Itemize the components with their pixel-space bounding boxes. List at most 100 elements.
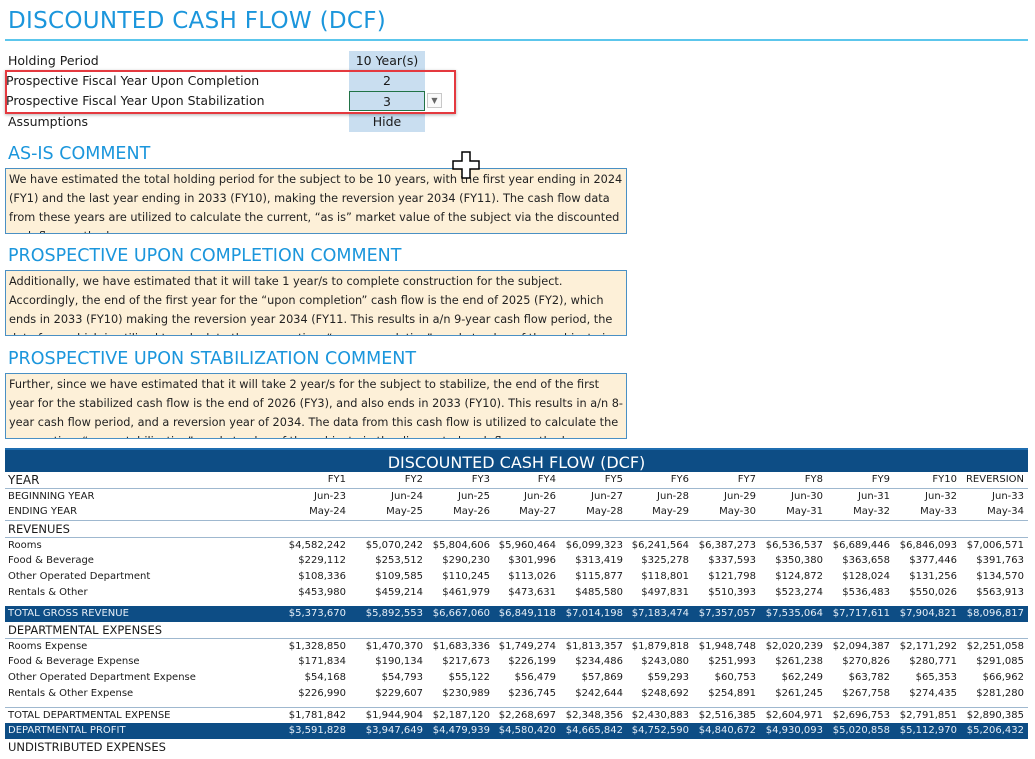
table-cell[interactable]: FY2 — [404, 474, 423, 485]
table-cell[interactable]: $59,293 — [647, 672, 689, 683]
table-cell[interactable]: FY5 — [604, 474, 623, 485]
table-cell[interactable]: $65,353 — [915, 672, 957, 683]
table-cell[interactable]: $113,026 — [508, 571, 556, 582]
table-cell[interactable]: $267,758 — [842, 688, 890, 699]
table-cell[interactable]: $60,753 — [714, 672, 756, 683]
table-cell[interactable]: $253,512 — [375, 555, 423, 566]
table-cell[interactable]: FY3 — [471, 474, 490, 485]
table-cell[interactable]: $4,665,842 — [565, 725, 623, 736]
table-cell[interactable]: $109,585 — [375, 571, 423, 582]
table-cell[interactable]: $1,944,904 — [365, 710, 423, 721]
table-cell[interactable]: $8,096,817 — [966, 608, 1024, 619]
table-cell[interactable]: $461,979 — [442, 587, 490, 598]
table-cell[interactable]: $115,877 — [575, 571, 623, 582]
table-cell[interactable]: $337,593 — [708, 555, 756, 566]
table-cell[interactable]: FY6 — [670, 474, 689, 485]
table-cell[interactable]: $2,516,385 — [698, 710, 756, 721]
table-cell[interactable]: $118,801 — [641, 571, 689, 582]
table-cell[interactable]: $62,249 — [781, 672, 823, 683]
table-cell[interactable]: $6,536,537 — [765, 540, 823, 551]
table-cell[interactable]: Jun-25 — [458, 491, 490, 502]
table-cell[interactable]: $217,673 — [442, 656, 490, 667]
table-cell[interactable]: $226,199 — [508, 656, 556, 667]
table-cell[interactable]: $4,479,939 — [432, 725, 490, 736]
table-cell[interactable]: FY1 — [327, 474, 346, 485]
table-cell[interactable]: $2,348,356 — [565, 710, 623, 721]
table-cell[interactable]: $497,831 — [641, 587, 689, 598]
table-cell[interactable]: $108,336 — [298, 571, 346, 582]
table-cell[interactable]: $2,187,120 — [432, 710, 490, 721]
table-cell[interactable]: $5,960,464 — [498, 540, 556, 551]
table-cell[interactable]: Jun-31 — [858, 491, 890, 502]
table-cell[interactable]: $243,080 — [641, 656, 689, 667]
table-cell[interactable]: $2,791,851 — [899, 710, 957, 721]
table-cell[interactable]: $7,904,821 — [899, 608, 957, 619]
table-cell[interactable]: $128,024 — [842, 571, 890, 582]
table-cell[interactable]: May-29 — [652, 506, 689, 517]
table-cell[interactable]: Jun-23 — [314, 491, 346, 502]
table-cell[interactable]: $110,245 — [442, 571, 490, 582]
table-cell[interactable]: $2,020,239 — [765, 641, 823, 652]
table-cell[interactable]: $5,804,606 — [432, 540, 490, 551]
table-cell[interactable]: $7,717,611 — [832, 608, 890, 619]
table-cell[interactable]: May-24 — [309, 506, 346, 517]
holding-period-cell[interactable]: 10 Year(s) — [349, 51, 425, 71]
table-cell[interactable]: $290,230 — [442, 555, 490, 566]
table-cell[interactable]: $54,793 — [381, 672, 423, 683]
table-cell[interactable]: Jun-27 — [591, 491, 623, 502]
table-cell[interactable]: $4,582,242 — [288, 540, 346, 551]
table-cell[interactable]: $6,846,093 — [899, 540, 957, 551]
table-cell[interactable]: FY7 — [737, 474, 756, 485]
table-cell[interactable]: May-33 — [920, 506, 957, 517]
table-cell[interactable]: $391,763 — [976, 555, 1024, 566]
table-cell[interactable]: $4,580,420 — [498, 725, 556, 736]
table-cell[interactable]: $1,948,748 — [698, 641, 756, 652]
table-cell[interactable]: Jun-33 — [992, 491, 1024, 502]
table-cell[interactable]: $66,962 — [982, 672, 1024, 683]
table-cell[interactable]: $4,930,093 — [765, 725, 823, 736]
table-cell[interactable]: $2,890,385 — [966, 710, 1024, 721]
table-cell[interactable]: $230,989 — [442, 688, 490, 699]
table-cell[interactable]: $131,256 — [909, 571, 957, 582]
table-cell[interactable]: $7,006,571 — [966, 540, 1024, 551]
table-cell[interactable]: $280,771 — [909, 656, 957, 667]
assumptions-cell[interactable]: Hide — [349, 112, 425, 132]
table-cell[interactable]: $229,112 — [298, 555, 346, 566]
table-cell[interactable]: $7,014,198 — [565, 608, 623, 619]
table-cell[interactable]: $234,486 — [575, 656, 623, 667]
table-cell[interactable]: Jun-32 — [925, 491, 957, 502]
table-cell[interactable]: $550,026 — [909, 587, 957, 598]
stabilization-year-cell[interactable]: 3 — [349, 91, 425, 111]
table-cell[interactable]: $226,990 — [298, 688, 346, 699]
table-cell[interactable]: $473,631 — [508, 587, 556, 598]
table-cell[interactable]: $270,826 — [842, 656, 890, 667]
table-cell[interactable]: FY8 — [804, 474, 823, 485]
table-cell[interactable]: $2,696,753 — [832, 710, 890, 721]
table-cell[interactable]: $124,872 — [775, 571, 823, 582]
completion-comment-box[interactable]: Additionally, we have estimated that it … — [5, 270, 627, 336]
table-cell[interactable]: $1,328,850 — [288, 641, 346, 652]
table-cell[interactable]: $485,580 — [575, 587, 623, 598]
table-cell[interactable]: $63,782 — [848, 672, 890, 683]
as-is-comment-box[interactable]: We have estimated the total holding peri… — [5, 168, 627, 234]
table-cell[interactable]: $2,171,292 — [899, 641, 957, 652]
table-cell[interactable]: $459,214 — [375, 587, 423, 598]
table-cell[interactable]: $536,483 — [842, 587, 890, 598]
table-cell[interactable]: $7,357,057 — [698, 608, 756, 619]
table-cell[interactable]: $56,479 — [514, 672, 556, 683]
table-cell[interactable]: $6,099,323 — [565, 540, 623, 551]
table-cell[interactable]: Jun-30 — [791, 491, 823, 502]
table-cell[interactable]: May-31 — [786, 506, 823, 517]
table-cell[interactable]: $54,168 — [304, 672, 346, 683]
table-cell[interactable]: $5,020,858 — [832, 725, 890, 736]
table-cell[interactable]: $229,607 — [375, 688, 423, 699]
table-cell[interactable]: $6,241,564 — [631, 540, 689, 551]
table-cell[interactable]: FY4 — [537, 474, 556, 485]
table-cell[interactable]: $2,268,697 — [498, 710, 556, 721]
table-cell[interactable]: $6,849,118 — [498, 608, 556, 619]
table-cell[interactable]: $6,387,273 — [698, 540, 756, 551]
table-cell[interactable]: $134,570 — [976, 571, 1024, 582]
table-cell[interactable]: Jun-26 — [524, 491, 556, 502]
table-cell[interactable]: $254,891 — [708, 688, 756, 699]
table-cell[interactable]: $301,996 — [508, 555, 556, 566]
